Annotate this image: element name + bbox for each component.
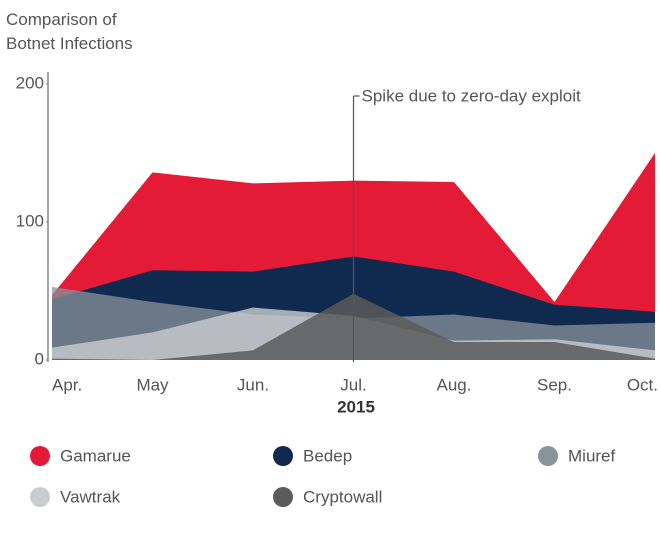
legend-label: Cryptowall <box>303 487 382 506</box>
legend-label: Vawtrak <box>60 487 121 506</box>
x-tick-label: Apr. <box>52 375 82 394</box>
x-tick-label: Sep. <box>537 375 572 394</box>
y-tick-label: 200 <box>16 73 44 92</box>
chart-title: Comparison of Botnet Infections <box>6 10 133 53</box>
legend-swatch <box>538 446 558 466</box>
x-tick-label: May <box>136 375 169 394</box>
x-tick-label: Jun. <box>237 375 269 394</box>
x-tick-label: Aug. <box>437 375 472 394</box>
legend-label: Bedep <box>303 446 352 465</box>
legend-label: Miuref <box>568 446 616 465</box>
x-tick-label: Oct. <box>627 375 658 394</box>
legend-label: Gamarue <box>60 446 131 465</box>
y-tick-label: 0 <box>35 349 44 368</box>
x-tick-label: Jul. <box>340 375 366 394</box>
legend-swatch <box>30 487 50 507</box>
x-axis-label: 2015 <box>337 397 375 416</box>
legend-swatch <box>273 446 293 466</box>
y-tick-label: 100 <box>16 211 44 230</box>
legend-swatch <box>30 446 50 466</box>
legend-swatch <box>273 487 293 507</box>
annotation: Spike due to zero-day exploit <box>362 86 582 105</box>
